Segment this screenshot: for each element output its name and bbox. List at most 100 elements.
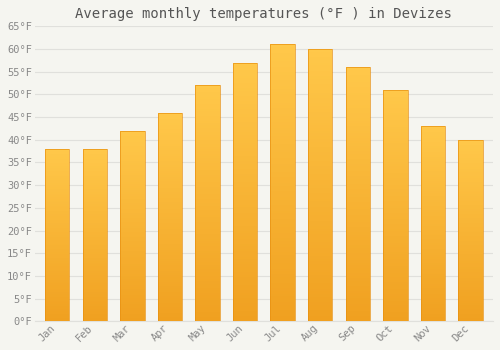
Bar bbox=[82, 304, 107, 306]
Bar bbox=[346, 70, 370, 72]
Bar bbox=[233, 226, 258, 228]
Bar bbox=[45, 173, 70, 175]
Bar bbox=[458, 320, 482, 321]
Bar bbox=[45, 228, 70, 230]
Bar bbox=[158, 150, 182, 152]
Bar bbox=[196, 274, 220, 276]
Bar bbox=[82, 156, 107, 158]
Bar bbox=[383, 238, 407, 240]
Bar bbox=[233, 73, 258, 76]
Bar bbox=[120, 158, 144, 159]
Bar bbox=[346, 88, 370, 90]
Bar bbox=[158, 275, 182, 278]
Bar bbox=[383, 271, 407, 273]
Bar bbox=[458, 144, 482, 145]
Bar bbox=[270, 105, 295, 108]
Bar bbox=[233, 244, 258, 246]
Bar bbox=[196, 281, 220, 284]
Bar bbox=[158, 232, 182, 234]
Bar bbox=[420, 177, 445, 179]
Bar bbox=[346, 263, 370, 265]
Bar bbox=[383, 136, 407, 139]
Bar bbox=[45, 256, 70, 258]
Bar bbox=[233, 76, 258, 78]
Bar bbox=[458, 318, 482, 320]
Bar bbox=[45, 316, 70, 318]
Bar bbox=[158, 238, 182, 240]
Bar bbox=[308, 207, 332, 210]
Bar bbox=[233, 205, 258, 208]
Bar bbox=[158, 269, 182, 271]
Bar bbox=[196, 173, 220, 175]
Bar bbox=[196, 265, 220, 267]
Bar bbox=[458, 193, 482, 194]
Bar bbox=[45, 211, 70, 213]
Bar bbox=[82, 154, 107, 156]
Bar bbox=[82, 308, 107, 309]
Bar bbox=[308, 245, 332, 248]
Bar bbox=[158, 117, 182, 119]
Bar bbox=[270, 230, 295, 233]
Bar bbox=[233, 150, 258, 153]
Bar bbox=[458, 149, 482, 150]
Bar bbox=[458, 212, 482, 214]
Bar bbox=[45, 215, 70, 216]
Bar bbox=[346, 253, 370, 255]
Bar bbox=[383, 307, 407, 310]
Bar bbox=[420, 169, 445, 171]
Bar bbox=[383, 305, 407, 307]
Bar bbox=[420, 146, 445, 148]
Bar bbox=[45, 183, 70, 185]
Bar bbox=[270, 175, 295, 177]
Bar bbox=[45, 213, 70, 215]
Bar bbox=[270, 122, 295, 125]
Bar bbox=[158, 217, 182, 219]
Bar bbox=[158, 119, 182, 121]
Bar bbox=[458, 267, 482, 269]
Bar bbox=[82, 245, 107, 247]
Bar bbox=[346, 144, 370, 146]
Bar bbox=[308, 161, 332, 163]
Bar bbox=[158, 290, 182, 292]
Bar bbox=[120, 146, 144, 148]
Bar bbox=[270, 97, 295, 100]
Bar bbox=[45, 219, 70, 221]
Bar bbox=[45, 254, 70, 256]
Bar bbox=[233, 140, 258, 143]
Bar bbox=[45, 299, 70, 301]
Bar bbox=[383, 166, 407, 169]
Bar bbox=[420, 239, 445, 241]
Bar bbox=[383, 275, 407, 277]
Bar bbox=[346, 75, 370, 77]
Bar bbox=[346, 77, 370, 80]
Bar bbox=[196, 290, 220, 293]
Bar bbox=[383, 233, 407, 236]
Bar bbox=[233, 257, 258, 259]
Bar bbox=[308, 52, 332, 54]
Bar bbox=[346, 288, 370, 291]
Bar bbox=[158, 196, 182, 198]
Bar bbox=[383, 113, 407, 115]
Bar bbox=[270, 47, 295, 50]
Bar bbox=[82, 176, 107, 178]
Bar bbox=[346, 301, 370, 303]
Bar bbox=[120, 287, 144, 289]
Bar bbox=[233, 197, 258, 200]
Bar bbox=[233, 246, 258, 249]
Bar bbox=[420, 251, 445, 253]
Bar bbox=[45, 149, 70, 150]
Bar bbox=[270, 56, 295, 58]
Bar bbox=[120, 201, 144, 203]
Bar bbox=[383, 115, 407, 118]
Bar bbox=[346, 161, 370, 164]
Bar bbox=[82, 163, 107, 164]
Bar bbox=[308, 292, 332, 294]
Bar bbox=[270, 294, 295, 296]
Bar bbox=[196, 128, 220, 130]
Bar bbox=[45, 276, 70, 278]
Bar bbox=[158, 154, 182, 156]
Bar bbox=[158, 288, 182, 290]
Bar bbox=[458, 205, 482, 207]
Bar bbox=[383, 236, 407, 238]
Bar bbox=[346, 268, 370, 271]
